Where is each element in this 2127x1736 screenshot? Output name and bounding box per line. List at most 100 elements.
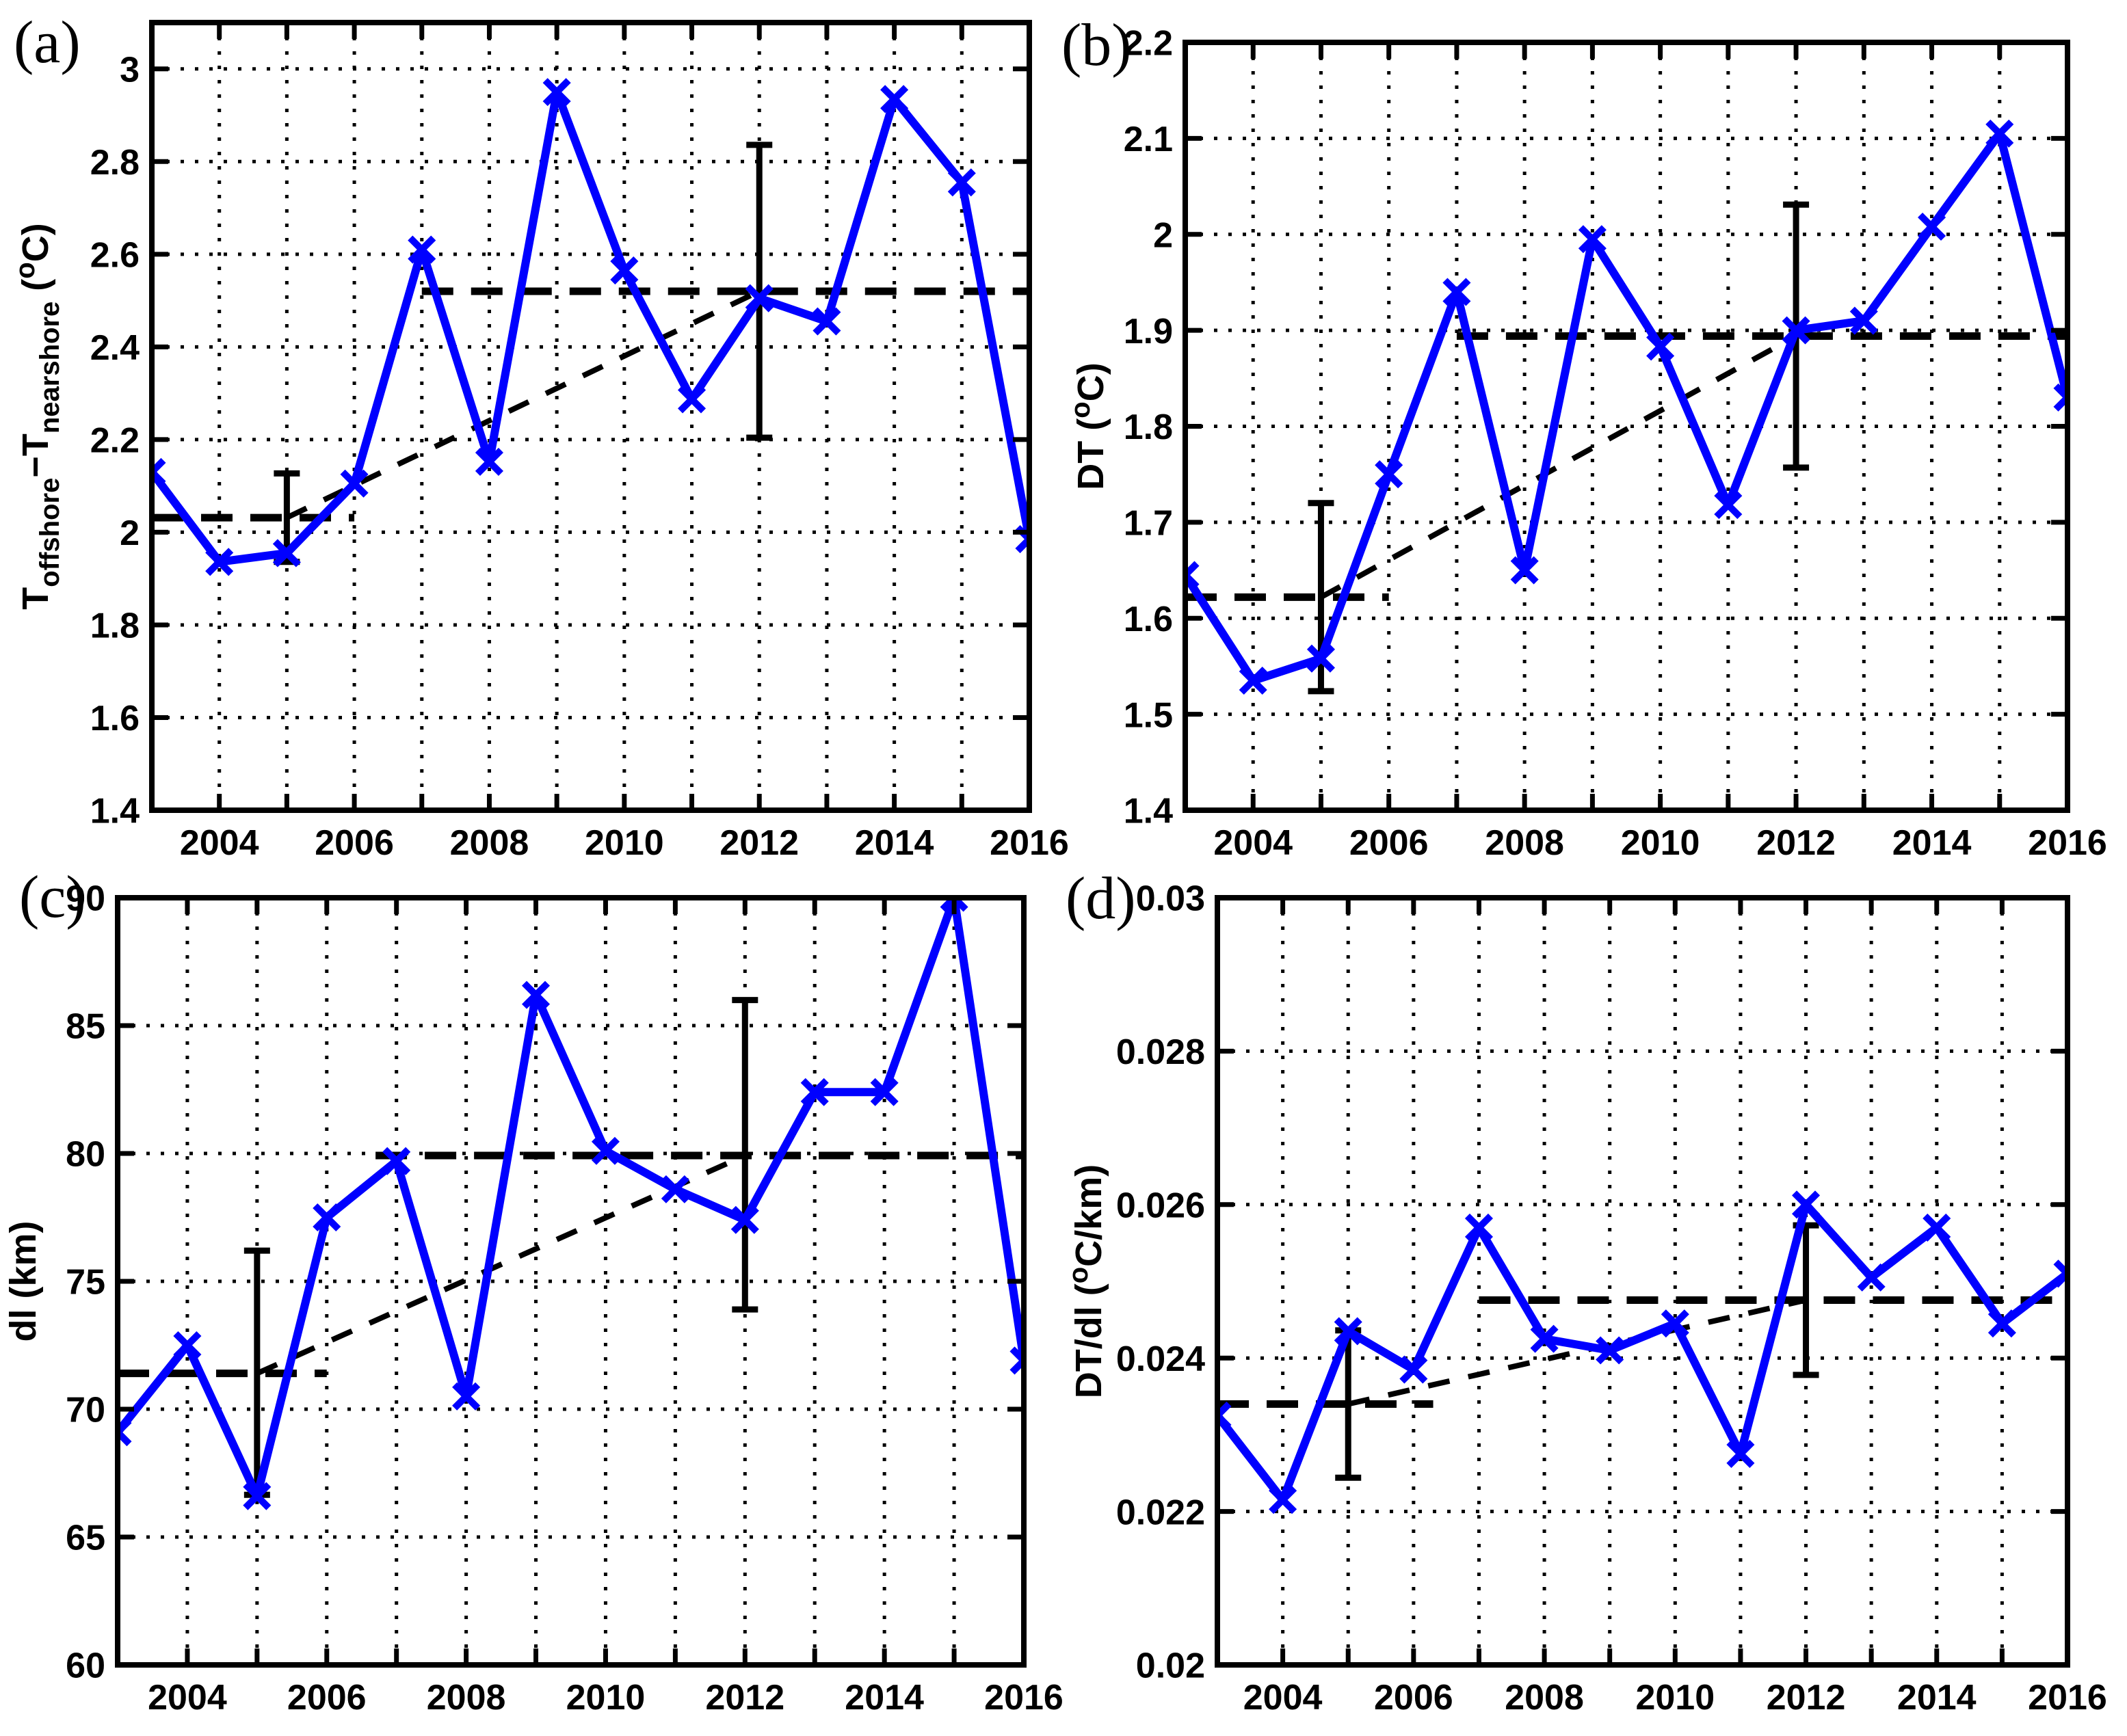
- mean-line-segments: [1217, 1296, 2067, 1408]
- chart-panel-d: 2004 2006 2008 2010 2012 2014 20160.020.0220.0…: [1064, 879, 2107, 1718]
- y-tick-label: 1.9: [1124, 312, 1173, 351]
- y-tick-label: 1.8: [90, 606, 140, 646]
- data-line: [1217, 1200, 2067, 1504]
- trend-line: [1319, 334, 1798, 600]
- y-tick-label: 65: [66, 1519, 105, 1558]
- axis-ticks: [1185, 40, 2067, 813]
- x-tick-labels: 2004 2006 2008 2010 2012 2014 2016: [1213, 823, 2106, 863]
- data-line: [1185, 129, 2067, 685]
- x-tick-label: 2014: [1897, 1678, 1977, 1718]
- chart-panel-b: 2004 2006 2008 2010 2012 2014 2016 1.4 1.5 1.6 1.7…: [1066, 24, 2107, 863]
- x-tick-label: 2004: [148, 1678, 227, 1718]
- x-tick-label: 2016: [984, 1678, 1064, 1718]
- data-markers: [1217, 1190, 2067, 1514]
- axis-ticks: [1217, 895, 2067, 1668]
- x-tick-label: 2014: [855, 823, 934, 863]
- x-tick-labels: 2004 2006 2008 2010 2012 2014 2016: [1243, 1678, 2107, 1718]
- y-tick-label: 1.5: [1124, 695, 1173, 735]
- y-tick-label: 2.1: [1124, 120, 1173, 159]
- plot-box: [115, 895, 1027, 1668]
- y-axis-label: DT/dl (oC/km): [1064, 1164, 1109, 1398]
- x-tick-label: 2010: [585, 823, 664, 863]
- y-tick-label: 3: [120, 50, 140, 90]
- x-tick-label: 2012: [1756, 823, 1836, 863]
- panel-letter-d: (d): [1066, 866, 1136, 932]
- x-tick-label: 2016: [2028, 823, 2107, 863]
- y-axis-label: dl (km): [3, 1220, 44, 1341]
- y-tick-label: 0.026: [1116, 1186, 1205, 1226]
- y-tick-label: 1.4: [90, 792, 140, 831]
- chart-panel-c: 2004 2006 2008 2010 2012 2014 2016 60 65 70 75 80 85…: [3, 879, 1064, 1718]
- y-tick-label: 2: [120, 513, 140, 553]
- y-tick-label: 0.022: [1116, 1493, 1205, 1532]
- error-bar: [732, 997, 758, 1313]
- y-tick-label: 2.2: [90, 421, 140, 461]
- x-tick-label: 2004: [1243, 1678, 1323, 1718]
- trend-line: [256, 1153, 746, 1376]
- y-tick-label: 2.2: [1124, 24, 1173, 64]
- x-tick-label: 2008: [450, 823, 529, 863]
- x-tick-label: 2006: [287, 1678, 367, 1718]
- x-tick-label: 2004: [180, 823, 259, 863]
- data-markers: [1185, 119, 2067, 695]
- y-tick-label: 1.6: [1124, 600, 1173, 639]
- gridlines: [1217, 898, 2067, 1665]
- y-tick-label: 1.7: [1124, 504, 1173, 544]
- mean-line-segments: [1185, 332, 2067, 601]
- y-tick-label: 0.02: [1136, 1646, 1205, 1686]
- x-tick-label: 2012: [1767, 1678, 1846, 1718]
- y-axis-label: Toffshore−Tnearshore (oC): [10, 223, 65, 609]
- error-bar: [746, 142, 773, 441]
- panel-letter-a: (a): [14, 10, 81, 76]
- y-tick-label: 85: [66, 1007, 105, 1047]
- panel-letter-c: (c): [19, 864, 86, 931]
- y-tick-label: 90: [66, 879, 105, 919]
- y-tick-label: 0.03: [1136, 879, 1205, 919]
- x-tick-label: 2006: [1349, 823, 1429, 863]
- x-tick-label: 2010: [1621, 823, 1700, 863]
- y-tick-label: 80: [66, 1135, 105, 1175]
- x-tick-label: 2008: [1505, 1678, 1584, 1718]
- data-markers: [152, 78, 1029, 576]
- plot-box: [1215, 895, 2070, 1668]
- y-tick-label: 1.8: [1124, 408, 1173, 447]
- x-tick-label: 2006: [1374, 1678, 1453, 1718]
- y-tick-label: 2.8: [90, 143, 140, 183]
- x-tick-label: 2010: [566, 1678, 646, 1718]
- data-markers: [118, 898, 1024, 1510]
- y-tick-label: 75: [66, 1263, 105, 1303]
- y-tick-label: 70: [66, 1391, 105, 1430]
- y-tick-label: 2.4: [90, 328, 140, 368]
- x-tick-label: 2014: [845, 1678, 924, 1718]
- y-tick-labels: 1.4 1.5 1.6 1.7 1.8 1.9 2 2.1 2.2: [1124, 24, 1173, 831]
- x-tick-labels: 2004 2006 2008 2010 2012 2014 2016: [148, 1678, 1064, 1718]
- error-bars: [274, 142, 773, 565]
- trend-line: [285, 289, 761, 520]
- plot-box: [149, 20, 1032, 813]
- gridlines: [152, 23, 1029, 810]
- error-bars: [243, 997, 758, 1498]
- y-tick-labels: 60 65 70 75 80 85 90: [66, 879, 105, 1686]
- trend-line: [1347, 1297, 1807, 1407]
- x-tick-label: 2016: [990, 823, 1069, 863]
- x-tick-label: 2012: [705, 1678, 784, 1718]
- x-tick-label: 2004: [1213, 823, 1293, 863]
- y-tick-labels: 0.02 0.022 0.024 0.026 0.028 0.03: [1116, 879, 1205, 1686]
- mean-line-segments: [118, 1151, 1024, 1378]
- x-tick-label: 2010: [1635, 1678, 1715, 1718]
- y-tick-labels: 1.4 1.6 1.8 2 2.2 2.4 2.6 2.8 3: [90, 50, 140, 831]
- y-tick-label: 2.6: [90, 236, 140, 276]
- y-tick-label: 1.6: [90, 699, 140, 738]
- x-tick-label: 2012: [719, 823, 799, 863]
- y-tick-label: 60: [66, 1646, 105, 1686]
- y-axis-label: DT (oC): [1066, 362, 1111, 490]
- chart-panel-a: 2004 2006 2008 2010 2012 2014 2016 1.4 1.6 1.8 2 2.…: [10, 20, 1069, 863]
- y-tick-label: 0.028: [1116, 1032, 1205, 1072]
- mean-line-segments: [152, 287, 1029, 522]
- axis-ticks: [118, 895, 1024, 1668]
- x-tick-label: 2008: [427, 1678, 506, 1718]
- x-tick-labels: 2004 2006 2008 2010 2012 2014 2016: [180, 823, 1069, 863]
- x-tick-label: 2008: [1485, 823, 1564, 863]
- gridlines: [118, 898, 1024, 1665]
